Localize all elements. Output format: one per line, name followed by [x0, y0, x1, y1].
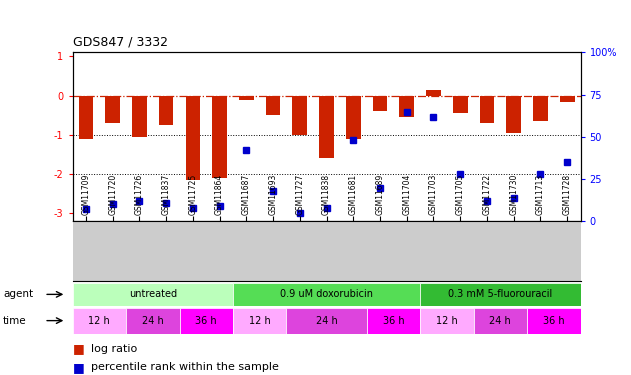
Bar — [292, 96, 307, 135]
Text: 0.9 uM doxorubicin: 0.9 uM doxorubicin — [280, 290, 373, 299]
Text: percentile rank within the sample: percentile rank within the sample — [91, 363, 280, 372]
Bar — [560, 96, 574, 102]
Text: 12 h: 12 h — [436, 316, 457, 326]
Bar — [527, 308, 581, 334]
Text: agent: agent — [3, 290, 33, 299]
Text: 0.3 mM 5-fluorouracil: 0.3 mM 5-fluorouracil — [448, 290, 553, 299]
Text: 12 h: 12 h — [88, 316, 110, 326]
Text: time: time — [3, 316, 27, 326]
Text: ■: ■ — [73, 361, 85, 374]
Bar — [453, 96, 468, 113]
Bar — [426, 90, 441, 96]
Bar — [480, 96, 494, 123]
Bar — [159, 96, 174, 125]
Bar — [346, 96, 361, 139]
Text: ■: ■ — [73, 342, 85, 355]
Bar — [266, 96, 280, 115]
Bar — [186, 96, 200, 180]
Bar — [212, 96, 227, 178]
Bar — [239, 96, 254, 100]
Bar — [79, 96, 93, 139]
Bar — [286, 308, 367, 334]
Bar — [105, 96, 120, 123]
Text: GDS847 / 3332: GDS847 / 3332 — [73, 36, 168, 49]
Text: untreated: untreated — [129, 290, 177, 299]
Text: 12 h: 12 h — [249, 316, 271, 326]
Text: 24 h: 24 h — [490, 316, 511, 326]
Bar — [233, 283, 420, 306]
Bar — [132, 96, 147, 137]
Bar — [179, 308, 233, 334]
Bar — [73, 308, 126, 334]
Bar — [319, 96, 334, 159]
Text: 24 h: 24 h — [142, 316, 163, 326]
Bar — [420, 308, 474, 334]
Text: 36 h: 36 h — [196, 316, 217, 326]
Bar — [506, 96, 521, 133]
Bar — [367, 308, 420, 334]
Bar — [420, 283, 581, 306]
Bar — [233, 308, 286, 334]
Text: log ratio: log ratio — [91, 344, 138, 354]
Bar — [533, 96, 548, 121]
Bar — [73, 283, 233, 306]
Bar — [126, 308, 179, 334]
Text: 36 h: 36 h — [382, 316, 404, 326]
Text: 36 h: 36 h — [543, 316, 565, 326]
Bar — [474, 308, 527, 334]
Bar — [373, 96, 387, 111]
Text: 24 h: 24 h — [316, 316, 338, 326]
Bar — [399, 96, 414, 117]
